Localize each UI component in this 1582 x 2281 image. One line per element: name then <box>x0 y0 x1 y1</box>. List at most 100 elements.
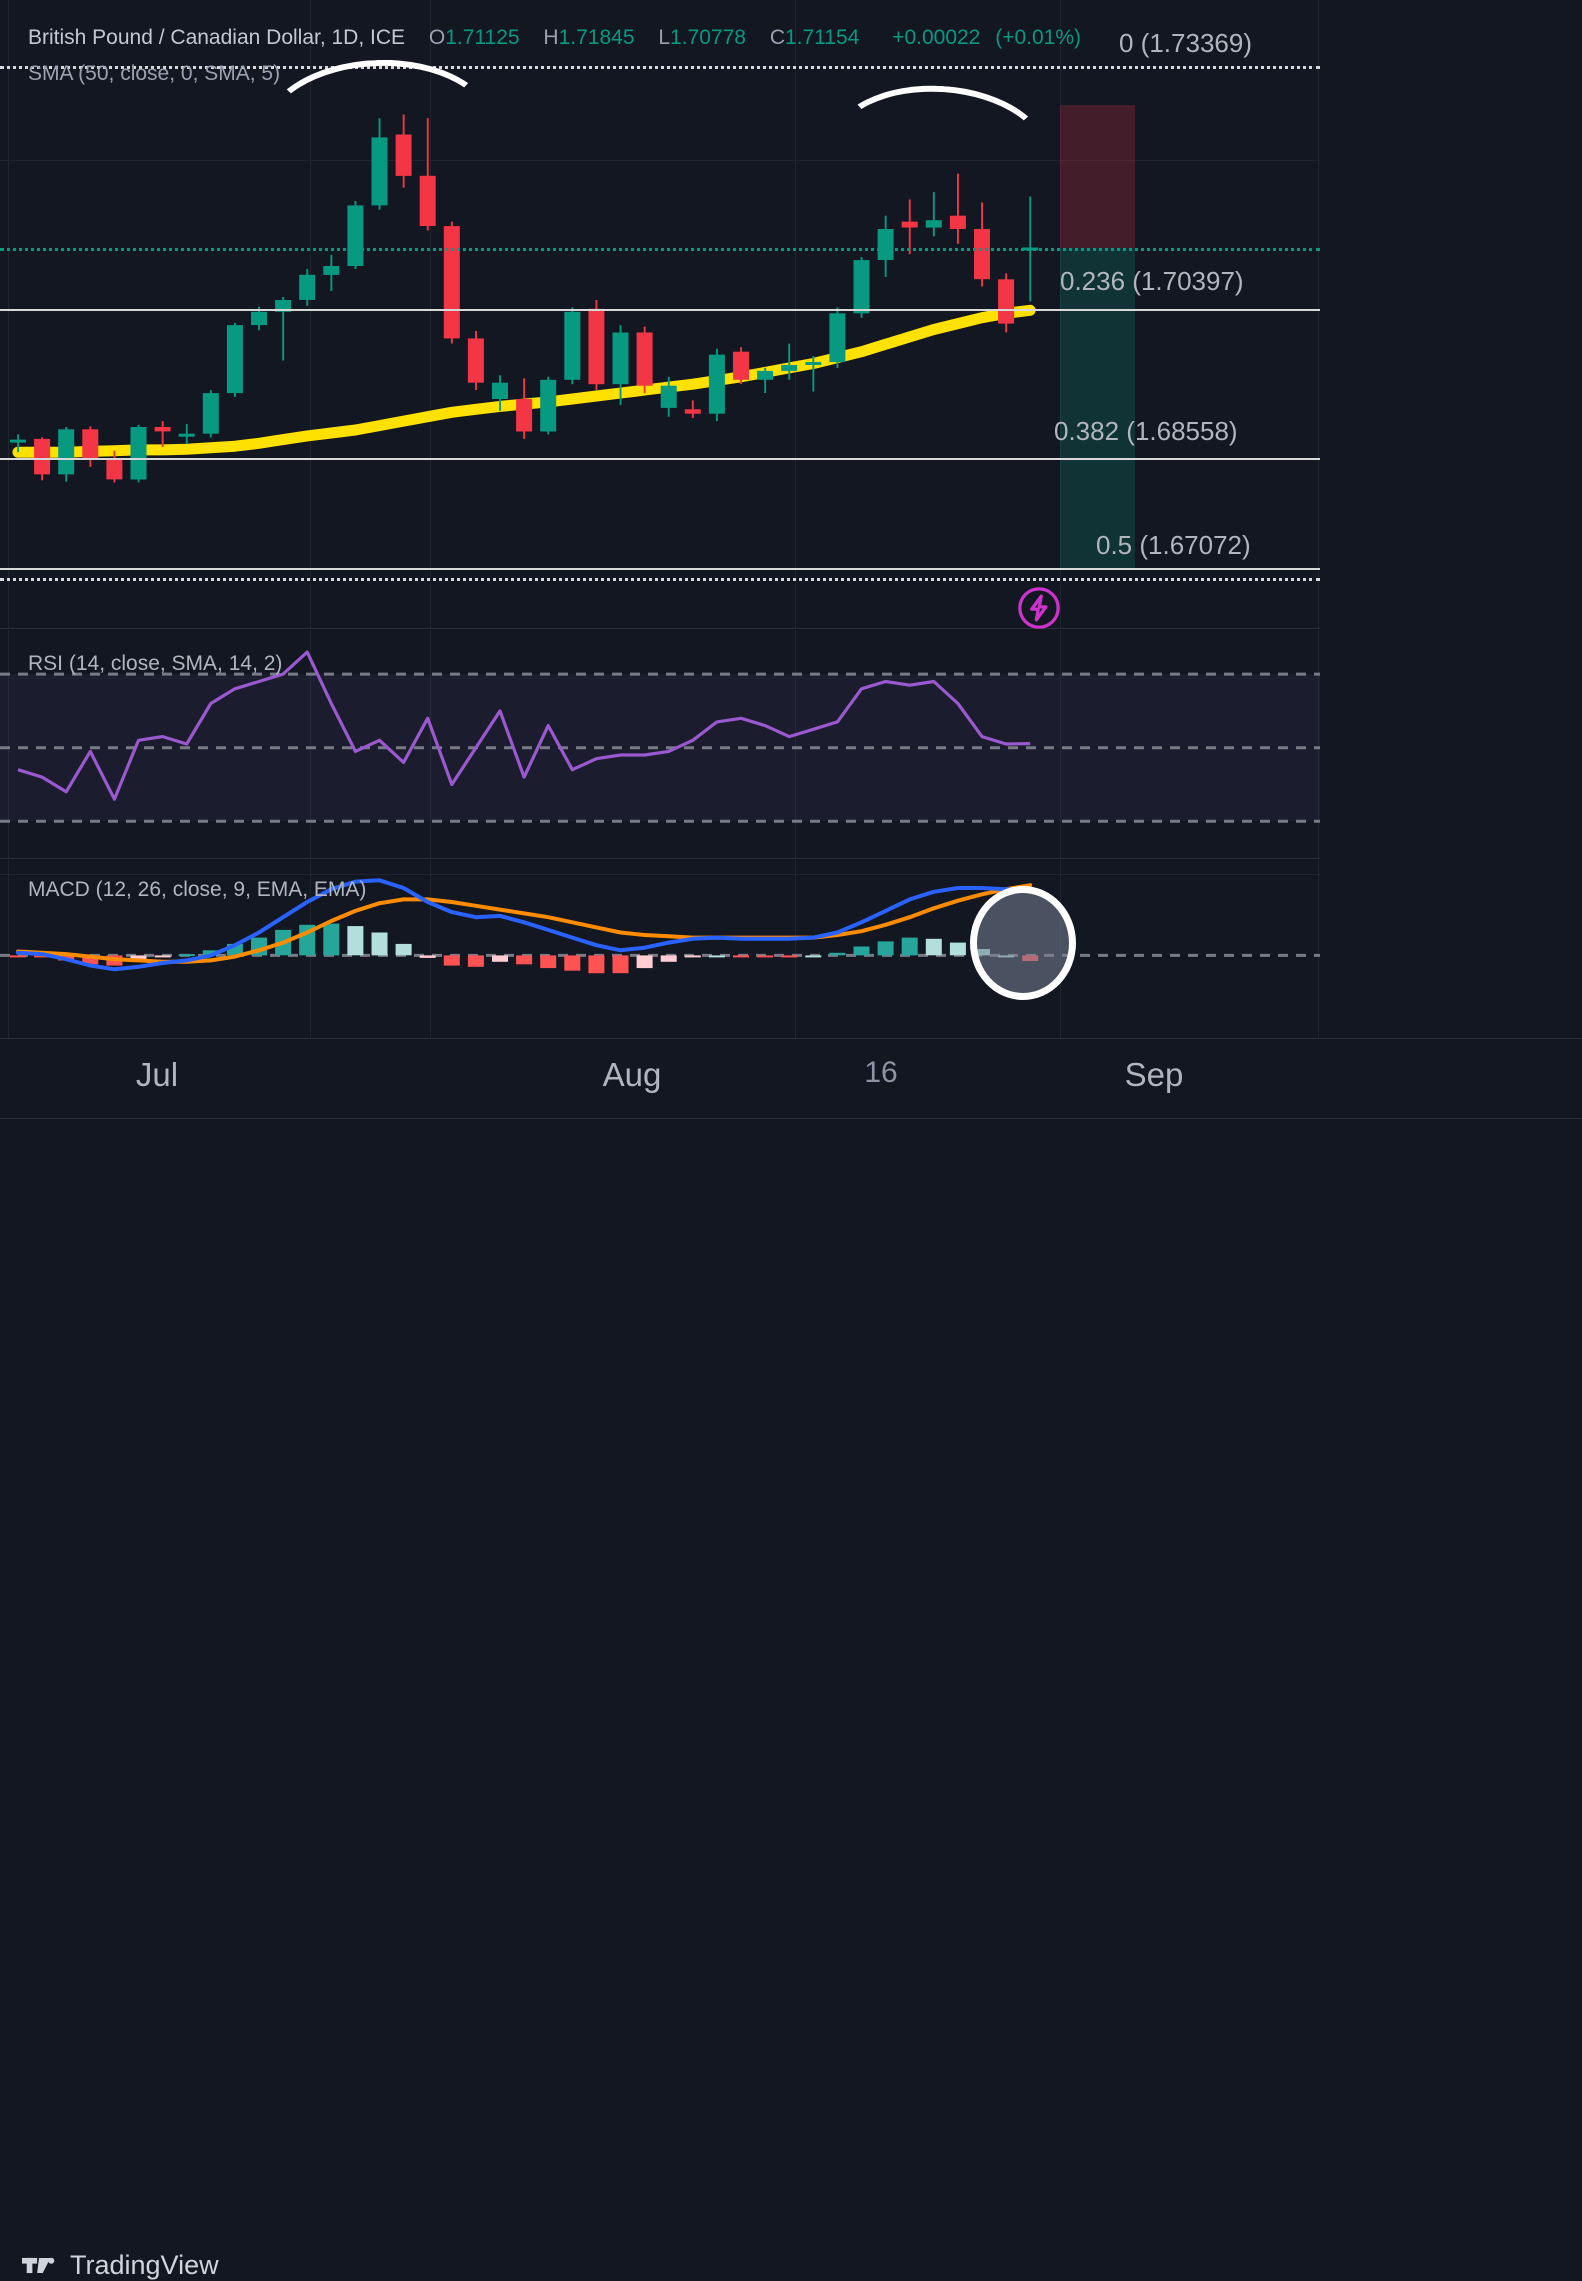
time-axis[interactable]: Jul Aug 16 Sep <box>0 1038 1582 1118</box>
candle-body <box>467 338 484 383</box>
tradingview-logo[interactable]: TradingView <box>22 2250 219 2281</box>
time-label-16[interactable]: 16 <box>864 1056 898 1089</box>
candle-body <box>805 362 822 365</box>
candle-body <box>901 221 918 228</box>
candle-body <box>251 311 267 326</box>
candle-wick <box>691 400 694 419</box>
macd-histogram-bar <box>781 955 798 958</box>
macd-histogram-bar <box>877 941 894 956</box>
macd-histogram-bar <box>925 938 942 956</box>
macd-histogram-bar <box>395 943 412 956</box>
candle-body <box>757 370 774 380</box>
candle-body <box>10 439 26 443</box>
vertical-gridline-1 <box>310 630 311 858</box>
time-axis-divider <box>0 1038 1582 1039</box>
macd-indicator-label[interactable]: MACD (12, 26, close, 9, EMA, EMA) <box>28 878 367 901</box>
macd-histogram-bar <box>612 955 629 974</box>
fib-label-382[interactable]: 0.382 (1.68558) <box>1054 416 1238 446</box>
candle-body <box>202 393 219 434</box>
candle-body <box>853 260 870 314</box>
rsi-pane[interactable]: RSI (14, close, SMA, 14, 2) <box>0 630 1320 858</box>
candle-body <box>974 229 990 280</box>
candle-body <box>588 308 605 385</box>
candle-body <box>733 351 749 380</box>
vertical-gridline-0 <box>8 860 9 1038</box>
rsi-gridline-0 <box>0 678 1320 679</box>
lightning-bolt-icon[interactable] <box>1016 585 1062 631</box>
symbol-title[interactable]: British Pound / Canadian Dollar, 1D, ICE <box>28 26 406 49</box>
macd-histogram-bar <box>588 955 605 974</box>
time-label-sep[interactable]: Sep <box>1124 1056 1184 1093</box>
vertical-gridline-5 <box>1318 0 1319 628</box>
candle-body <box>154 427 171 432</box>
fib-label-236[interactable]: 0.236 (1.70397) <box>1060 266 1244 296</box>
candle-body <box>660 385 677 408</box>
candle-body <box>949 215 966 229</box>
candle-body <box>877 229 894 260</box>
candle-body <box>395 134 412 176</box>
vertical-gridline-2 <box>430 0 431 628</box>
rsi-indicator-label[interactable]: RSI (14, close, SMA, 14, 2) <box>28 652 283 675</box>
macd-histogram-bar <box>516 955 533 965</box>
macd-histogram-bar <box>178 954 195 957</box>
macd-histogram-bar <box>202 950 219 956</box>
vertical-gridline-1 <box>310 0 311 628</box>
candle-body <box>323 266 340 275</box>
macd-histogram-bar <box>660 955 677 962</box>
macd-histogram-bar <box>733 955 749 958</box>
time-label-aug[interactable]: Aug <box>602 1056 662 1093</box>
macd-pane[interactable]: MACD (12, 26, close, 9, EMA, EMA) <box>0 860 1320 1038</box>
fib-label-0[interactable]: 0 (1.73369) <box>1119 28 1252 58</box>
fib-label-5[interactable]: 0.5 (1.67072) <box>1096 530 1251 560</box>
open-value: 1.71125 <box>445 26 520 49</box>
tradingview-brand-text: TradingView <box>70 2250 219 2280</box>
candle-body <box>998 279 1015 324</box>
fib-line-382 <box>0 458 1320 460</box>
change-value: +0.00022 <box>892 26 981 49</box>
candle-body <box>226 325 243 394</box>
candle-body <box>540 379 557 432</box>
macd-gridline-0 <box>0 874 1320 875</box>
fib-line-236 <box>0 248 1320 251</box>
fib-zone-upper <box>1060 105 1135 248</box>
macd-histogram-bar <box>419 955 436 958</box>
fib-zone-lower <box>1060 248 1135 568</box>
candle-wick <box>812 356 815 392</box>
candle-body <box>516 399 533 432</box>
candle-wick <box>788 343 791 380</box>
candle-wick <box>161 421 164 447</box>
macd-histogram-bar <box>226 943 243 956</box>
rsi-line <box>17 650 1031 801</box>
candle-body <box>347 205 364 266</box>
macd-histogram-bar <box>901 937 918 956</box>
macd-histogram-bar <box>34 955 51 958</box>
time-label-jul[interactable]: Jul <box>135 1056 179 1093</box>
candle-body <box>130 427 147 480</box>
candle-body <box>58 429 75 475</box>
candle-body <box>781 365 798 371</box>
candle-wick <box>17 434 19 453</box>
candle-body <box>178 433 195 437</box>
candle-body <box>443 226 460 339</box>
sma-indicator-label[interactable]: SMA (50, close, 0, SMA, 5) <box>28 62 281 85</box>
macd-histogram-bar <box>443 955 460 966</box>
vertical-gridline-2 <box>430 630 431 858</box>
candle-body <box>684 409 701 414</box>
candle-body <box>829 313 846 363</box>
macd-histogram-bar <box>853 946 870 956</box>
pane-divider-1 <box>0 628 1582 629</box>
tradingview-mark-icon <box>22 2257 55 2274</box>
macd-histogram-bar <box>371 932 388 956</box>
open-label: O <box>428 26 446 49</box>
candle-body <box>492 382 508 399</box>
candle-body <box>371 137 388 206</box>
change-percent: (+0.01%) <box>995 26 1082 49</box>
candle-body <box>612 332 629 385</box>
drawing-ellipse-macd[interactable] <box>970 886 1076 1000</box>
candle-body <box>106 459 123 480</box>
macd-histogram-bar <box>684 955 701 958</box>
symbol-legend[interactable]: British Pound / Canadian Dollar, 1D, ICE… <box>28 26 1081 50</box>
candle-wick <box>764 367 767 393</box>
price-scale[interactable]: 1.74000 1.68000 75.00 1.72912 1.71156 1.… <box>1320 0 1582 1118</box>
